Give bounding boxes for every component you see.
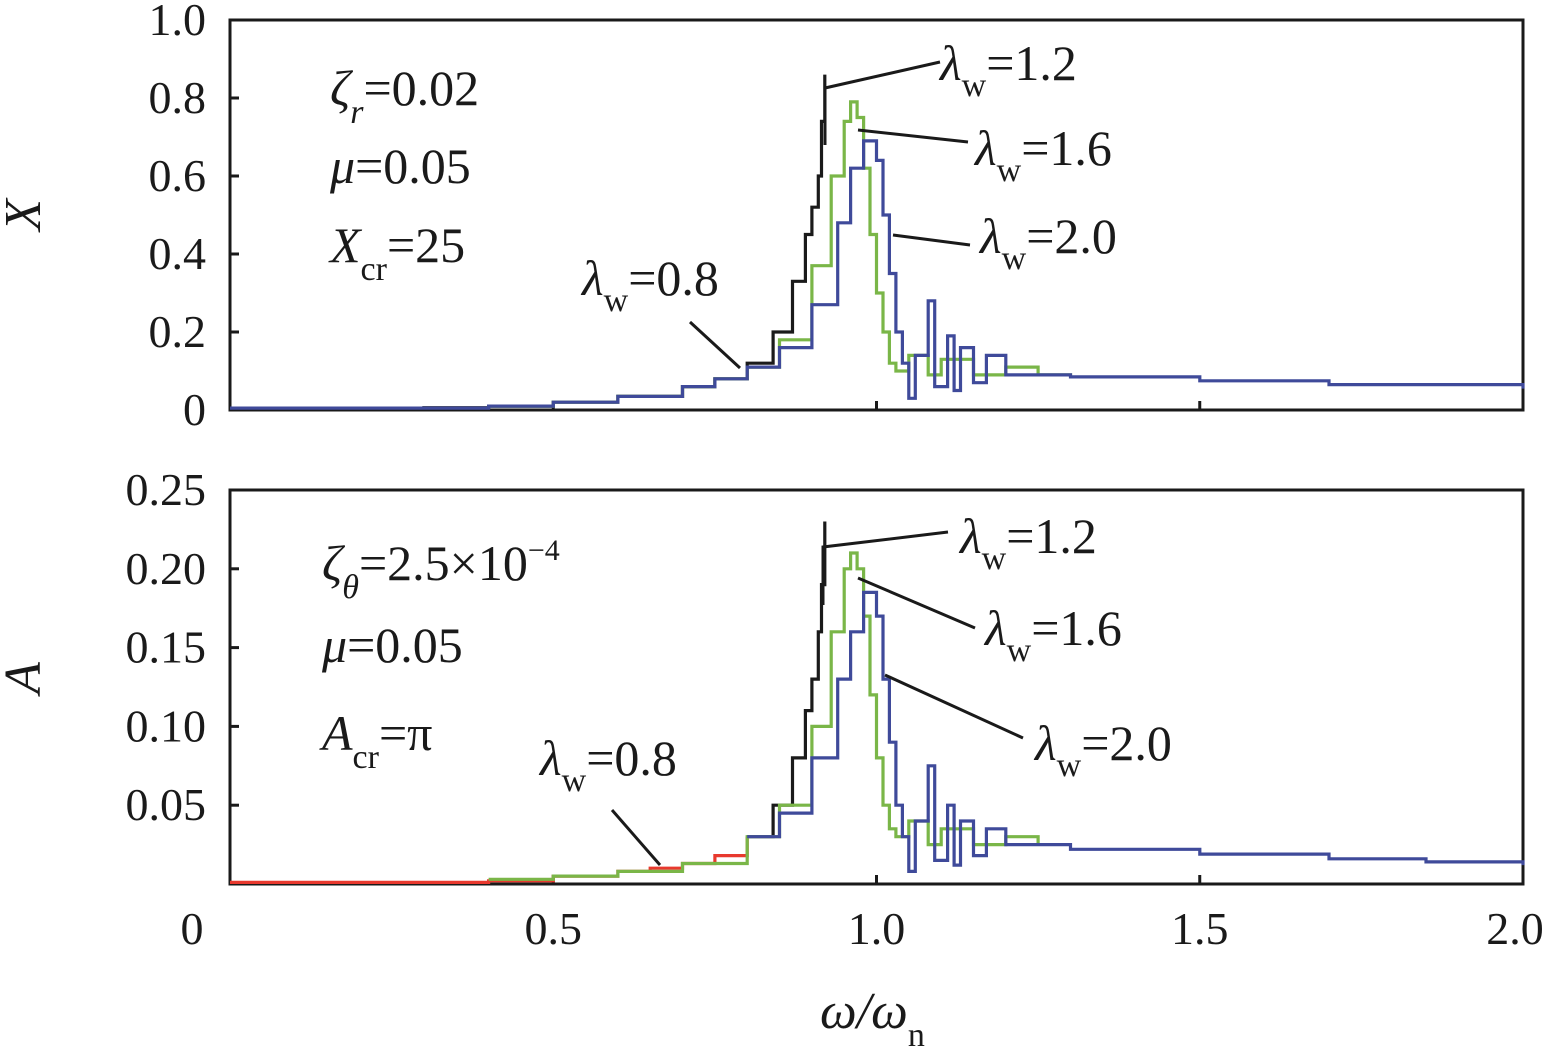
parameter-label: ζθ=2.5×10−4 — [322, 534, 560, 606]
series-line-0 — [230, 836, 749, 884]
y-tick-label: 0.25 — [126, 464, 207, 515]
x-tick-label: 1.5 — [1171, 903, 1229, 954]
series-annotation: λw=1.2 — [958, 508, 1097, 577]
parameter-label: Xcr=25 — [328, 217, 465, 288]
y-tick-label: 0.2 — [149, 306, 207, 357]
series-line-2 — [230, 139, 1525, 410]
series-annotation: λw=1.6 — [983, 600, 1122, 669]
panel-top: 0 0.2 0.4 0.6 0.8 1.0 λw=1.2 λw=1.6 λw=2.0 λw=0.8… — [0, 0, 1525, 435]
y-tick-label: 0.05 — [126, 779, 207, 830]
x-tick-label: 2.0 — [1486, 903, 1544, 954]
annotation-leader — [857, 128, 969, 144]
annotation-leader — [821, 530, 949, 605]
parameter-label: Acr=π — [319, 705, 432, 776]
series-annotation: λw=0.8 — [580, 250, 719, 319]
parameter-label: μ=0.05 — [321, 617, 463, 673]
series-annotation: λw=1.2 — [938, 35, 1077, 104]
y-tick-label: 0.6 — [149, 150, 207, 201]
annotation-leader — [884, 673, 1024, 740]
x-tick-label: 1.0 — [848, 903, 906, 954]
x-tick-label: 0.5 — [525, 903, 583, 954]
series-annotation: λw=0.8 — [538, 730, 677, 799]
annotation-leader — [688, 320, 742, 370]
series-line-0 — [230, 74, 827, 410]
series-annotation: λw=2.0 — [978, 208, 1117, 277]
series-annotation: λw=1.6 — [973, 120, 1112, 189]
annotation-leader — [610, 809, 662, 866]
y-tick-label: 0.20 — [126, 543, 207, 594]
series-annotation: λw=2.0 — [1033, 715, 1172, 784]
y-tick-label: 0.8 — [149, 72, 207, 123]
annotation-leader — [892, 233, 971, 247]
y-tick-label: 0.4 — [149, 228, 207, 279]
y-tick-label: 1.0 — [149, 0, 207, 45]
y-tick-label: 0 — [183, 384, 206, 435]
x-axis-label: ω/ωn — [820, 983, 925, 1054]
parameter-label: μ=0.05 — [329, 138, 471, 194]
annotation-leader — [857, 576, 976, 630]
y-tick-label: 0.10 — [126, 700, 207, 751]
annotation-leader — [823, 60, 941, 145]
x-tick-label: 0 — [181, 903, 204, 954]
y-tick-label: 0.15 — [126, 622, 207, 673]
parameter-label: ζr=0.02 — [330, 60, 479, 131]
y-axis-label: X — [0, 197, 52, 233]
y-axis-label: A — [0, 662, 52, 697]
series-line-3 — [747, 590, 1525, 873]
panel-bottom: 0.05 0.10 0.15 0.20 0.25 0 0.5 1.0 1.5 2.0 λw=1.2 λ… — [0, 464, 1544, 1054]
